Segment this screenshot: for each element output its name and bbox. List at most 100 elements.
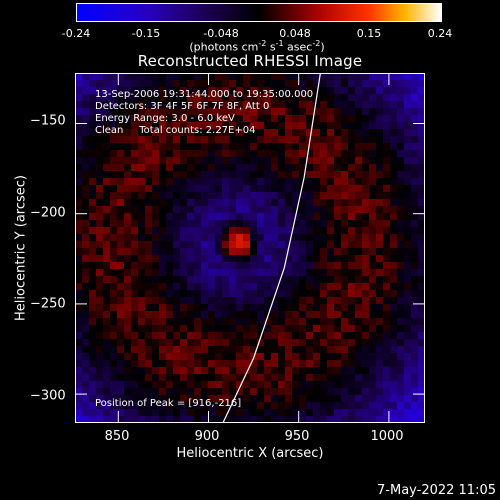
x-tick-label: 1000 bbox=[370, 429, 404, 444]
heatmap-cell bbox=[89, 87, 97, 95]
heatmap-cell bbox=[397, 311, 405, 319]
heatmap-cell bbox=[117, 143, 125, 151]
heatmap-cell bbox=[187, 164, 195, 172]
heatmap-cell bbox=[257, 409, 265, 417]
heatmap-cell bbox=[397, 171, 405, 179]
heatmap-cell bbox=[341, 367, 349, 375]
heatmap-cell bbox=[180, 339, 188, 347]
heatmap-cell bbox=[166, 213, 174, 221]
heatmap-cell bbox=[334, 150, 342, 158]
heatmap-cell bbox=[369, 346, 377, 354]
heatmap-cell bbox=[390, 206, 398, 214]
heatmap-cell bbox=[173, 311, 181, 319]
heatmap-cell bbox=[250, 164, 258, 172]
heatmap-cell bbox=[110, 283, 118, 291]
heatmap-cell bbox=[369, 171, 377, 179]
heatmap-cell bbox=[404, 220, 412, 228]
heatmap-cell bbox=[117, 94, 125, 102]
colorbar-tick: -0.24 bbox=[61, 27, 91, 40]
heatmap-cell bbox=[215, 416, 223, 423]
heatmap-cell bbox=[271, 269, 279, 277]
heatmap-cell bbox=[320, 304, 328, 312]
heatmap-cell bbox=[397, 122, 405, 130]
heatmap-cell bbox=[166, 297, 174, 305]
heatmap-cell bbox=[124, 150, 132, 158]
heatmap-cell bbox=[411, 227, 419, 235]
heatmap-cell bbox=[229, 283, 237, 291]
heatmap-cell bbox=[236, 276, 244, 284]
heatmap-cell bbox=[103, 367, 111, 375]
heatmap-cell bbox=[236, 304, 244, 312]
heatmap-cell bbox=[89, 290, 97, 298]
heatmap-cell bbox=[355, 129, 363, 137]
heatmap-cell bbox=[250, 318, 258, 326]
heatmap-cell bbox=[166, 304, 174, 312]
heatmap-cell bbox=[306, 269, 314, 277]
heatmap-cell bbox=[138, 178, 146, 186]
heatmap-cell bbox=[418, 129, 425, 137]
heatmap-cell bbox=[124, 136, 132, 144]
heatmap-cell bbox=[96, 171, 104, 179]
heatmap-cell bbox=[117, 241, 125, 249]
heatmap-cell bbox=[285, 374, 293, 382]
heatmap-cell bbox=[278, 136, 286, 144]
heatmap-cell bbox=[173, 227, 181, 235]
heatmap-cell bbox=[397, 206, 405, 214]
heatmap-cell bbox=[313, 73, 321, 81]
heatmap-cell bbox=[201, 290, 209, 298]
heatmap-cell bbox=[222, 108, 230, 116]
heatmap-cell bbox=[327, 115, 335, 123]
y-axis-label: Heliocentric Y (arcsec) bbox=[13, 175, 29, 321]
heatmap-cell bbox=[229, 276, 237, 284]
heatmap-cell bbox=[110, 332, 118, 340]
heatmap-cell bbox=[306, 122, 314, 130]
heatmap-cell bbox=[327, 206, 335, 214]
heatmap-cell bbox=[383, 262, 391, 270]
heatmap-cell bbox=[75, 101, 83, 109]
heatmap-cell bbox=[152, 339, 160, 347]
heatmap-cell bbox=[411, 80, 419, 88]
heatmap-cell bbox=[187, 402, 195, 410]
heatmap-cell bbox=[411, 402, 419, 410]
heatmap-cell bbox=[103, 122, 111, 130]
heatmap-cell bbox=[327, 318, 335, 326]
heatmap-cell bbox=[355, 367, 363, 375]
heatmap-cell bbox=[215, 402, 223, 410]
heatmap-cell bbox=[355, 311, 363, 319]
heatmap-cell bbox=[299, 73, 307, 81]
heatmap-cell bbox=[278, 199, 286, 207]
heatmap-cell bbox=[229, 185, 237, 193]
heatmap-cell bbox=[250, 206, 258, 214]
heatmap-cell bbox=[362, 290, 370, 298]
heatmap-cell bbox=[278, 157, 286, 165]
heatmap-cell bbox=[362, 262, 370, 270]
heatmap-cell bbox=[117, 276, 125, 284]
heatmap-cell bbox=[145, 241, 153, 249]
heatmap-cell bbox=[201, 311, 209, 319]
heatmap-cell bbox=[418, 416, 425, 423]
heatmap-cell bbox=[397, 353, 405, 361]
heatmap-cell bbox=[124, 318, 132, 326]
heatmap-cell bbox=[348, 143, 356, 151]
heatmap-cell bbox=[138, 381, 146, 389]
heatmap-cell bbox=[278, 318, 286, 326]
heatmap-cell bbox=[243, 416, 251, 423]
heatmap-cell bbox=[194, 171, 202, 179]
heatmap-cell bbox=[376, 157, 384, 165]
heatmap-cell bbox=[96, 255, 104, 263]
heatmap-cell bbox=[208, 290, 216, 298]
heatmap-cell bbox=[82, 136, 90, 144]
heatmap-cell bbox=[236, 122, 244, 130]
heatmap-cell bbox=[418, 318, 425, 326]
heatmap-cell bbox=[215, 213, 223, 221]
heatmap-cell bbox=[222, 206, 230, 214]
heatmap-cell bbox=[313, 255, 321, 263]
heatmap-cell bbox=[383, 290, 391, 298]
heatmap-cell bbox=[278, 388, 286, 396]
heatmap-cell bbox=[194, 115, 202, 123]
heatmap-cell bbox=[278, 108, 286, 116]
heatmap-cell bbox=[390, 339, 398, 347]
x-tick-label: 950 bbox=[284, 429, 310, 444]
heatmap-cell bbox=[334, 395, 342, 403]
heatmap-cell bbox=[341, 248, 349, 256]
